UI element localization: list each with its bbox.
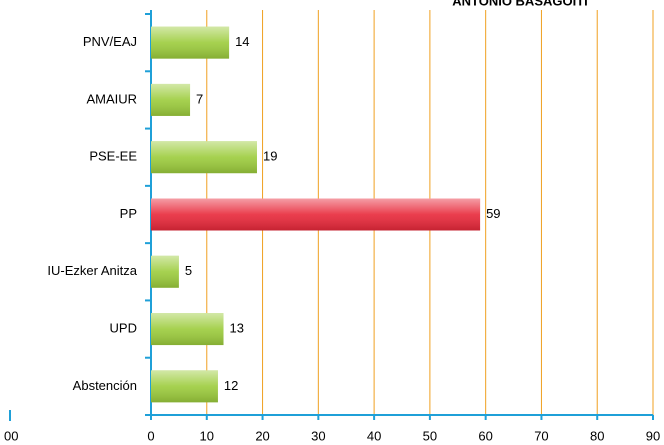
y-tick-label: Abstención	[73, 378, 137, 393]
value-label: 7	[196, 91, 203, 106]
annotation: 00	[4, 428, 18, 443]
x-tick-label: 20	[255, 428, 269, 443]
value-label: 5	[185, 263, 192, 278]
value-label: 14	[235, 34, 249, 49]
y-tick-label: IU-Ezker Anitza	[47, 263, 137, 278]
x-tick-label: 90	[646, 428, 660, 443]
value-label: 12	[224, 378, 238, 393]
y-tick-label: UPD	[110, 321, 137, 336]
bar-shine	[151, 26, 230, 59]
bar-shine	[151, 198, 481, 231]
x-tick-label: 30	[311, 428, 325, 443]
y-tick-label: PNV/EAJ	[83, 34, 137, 49]
x-tick-label: 80	[590, 428, 604, 443]
bar-shine	[151, 141, 257, 174]
bar-shine	[151, 83, 191, 116]
x-tick-label: 60	[478, 428, 492, 443]
y-tick-label: PSE-EE	[89, 149, 137, 164]
value-label: 59	[486, 206, 500, 221]
y-tick-label: AMAIUR	[86, 91, 137, 106]
x-tick-label: 70	[534, 428, 548, 443]
bar-shine	[151, 370, 218, 403]
bar-shine	[151, 313, 224, 346]
x-tick-label: 0	[147, 428, 154, 443]
value-label: 13	[230, 321, 244, 336]
x-tick-label: 40	[367, 428, 381, 443]
value-label: 19	[263, 149, 277, 164]
chart-title: ANTONIO BASAGOITI	[452, 0, 588, 8]
bar-shine	[151, 255, 179, 288]
y-tick-label: PP	[120, 206, 137, 221]
x-tick-label: 50	[423, 428, 437, 443]
x-tick-label: 10	[200, 428, 214, 443]
